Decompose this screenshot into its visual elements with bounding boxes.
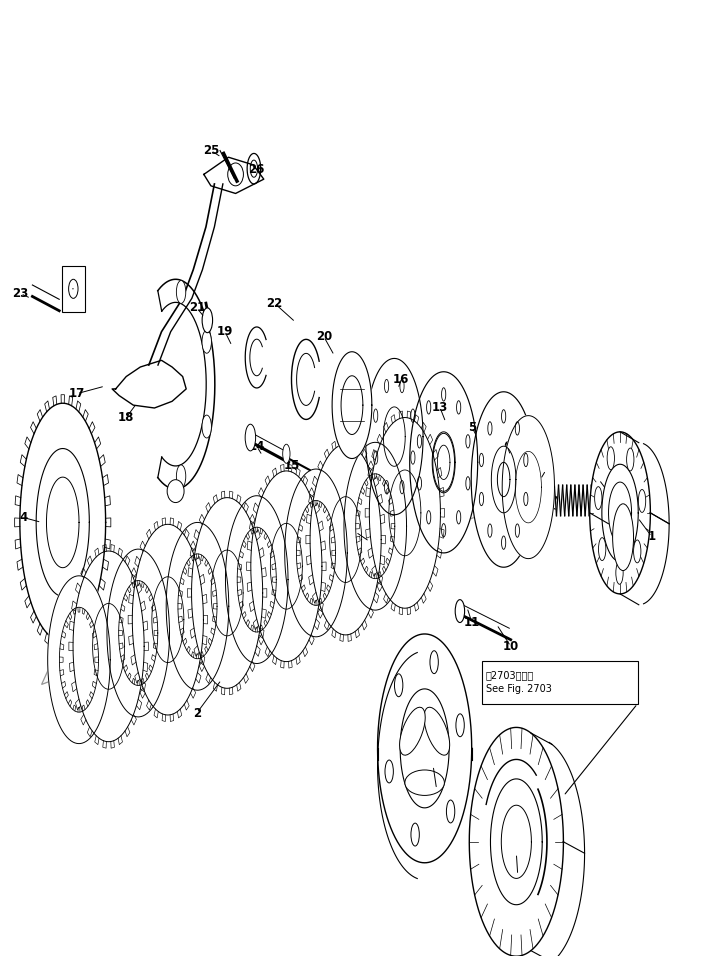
Text: 21: 21 (188, 301, 205, 315)
Polygon shape (365, 359, 423, 515)
Text: 26: 26 (249, 163, 265, 176)
Polygon shape (191, 498, 262, 689)
Ellipse shape (616, 561, 623, 584)
Text: 22: 22 (266, 296, 282, 310)
Text: 16: 16 (393, 373, 410, 386)
Polygon shape (225, 496, 288, 664)
Polygon shape (378, 634, 471, 863)
Polygon shape (471, 392, 536, 567)
Ellipse shape (626, 448, 634, 471)
Ellipse shape (202, 330, 211, 353)
Text: 14: 14 (249, 439, 265, 453)
Polygon shape (20, 403, 106, 642)
Text: 5: 5 (468, 421, 476, 433)
Text: 11: 11 (464, 616, 480, 629)
Ellipse shape (176, 465, 186, 488)
Text: 17: 17 (69, 387, 85, 400)
Text: 8: 8 (602, 482, 610, 496)
Ellipse shape (245, 424, 256, 451)
Polygon shape (310, 444, 381, 635)
Ellipse shape (385, 760, 393, 783)
Text: 25: 25 (203, 144, 219, 157)
Polygon shape (284, 469, 347, 637)
Polygon shape (469, 727, 563, 956)
Polygon shape (332, 352, 372, 458)
Polygon shape (344, 442, 407, 610)
Ellipse shape (447, 800, 455, 823)
Ellipse shape (455, 599, 464, 622)
Ellipse shape (400, 707, 425, 755)
Ellipse shape (599, 538, 606, 561)
Text: 7: 7 (542, 463, 550, 477)
Text: 20: 20 (316, 330, 332, 343)
Ellipse shape (607, 447, 614, 470)
Polygon shape (62, 266, 85, 312)
Text: 23: 23 (12, 287, 28, 300)
Polygon shape (48, 575, 110, 743)
Text: 18: 18 (118, 411, 134, 424)
Text: 4: 4 (20, 511, 28, 525)
Polygon shape (41, 427, 521, 685)
Polygon shape (73, 551, 144, 741)
Ellipse shape (430, 651, 438, 673)
Ellipse shape (395, 674, 403, 696)
Ellipse shape (405, 770, 444, 795)
Text: 3: 3 (365, 535, 374, 548)
Ellipse shape (594, 486, 602, 509)
Ellipse shape (424, 707, 449, 755)
Polygon shape (132, 525, 203, 715)
Ellipse shape (613, 503, 634, 571)
Polygon shape (433, 433, 454, 491)
Text: 12: 12 (510, 869, 526, 881)
Text: See Fig. 2703: See Fig. 2703 (486, 684, 552, 694)
Text: 13: 13 (432, 402, 448, 414)
Polygon shape (251, 471, 322, 662)
Polygon shape (410, 372, 478, 553)
Polygon shape (502, 415, 555, 559)
Text: 2: 2 (193, 707, 201, 719)
Ellipse shape (411, 823, 419, 846)
Polygon shape (491, 446, 516, 513)
Polygon shape (589, 432, 651, 594)
Ellipse shape (176, 281, 186, 303)
Text: 9: 9 (432, 783, 441, 796)
Text: 10: 10 (503, 640, 519, 653)
Text: 図2703图参照: 図2703图参照 (486, 670, 534, 680)
Ellipse shape (69, 279, 78, 298)
Ellipse shape (456, 713, 464, 737)
Polygon shape (107, 550, 169, 717)
Ellipse shape (634, 540, 641, 563)
Text: 15: 15 (284, 458, 300, 472)
Ellipse shape (283, 444, 290, 463)
Polygon shape (369, 417, 440, 608)
Text: 24: 24 (62, 282, 78, 295)
Ellipse shape (202, 308, 213, 333)
Text: 6: 6 (503, 439, 511, 453)
Ellipse shape (202, 415, 211, 438)
Polygon shape (166, 523, 229, 690)
Text: 19: 19 (217, 325, 233, 339)
Ellipse shape (638, 489, 646, 512)
Polygon shape (383, 407, 405, 466)
Text: 1: 1 (648, 530, 656, 543)
Circle shape (167, 480, 184, 503)
